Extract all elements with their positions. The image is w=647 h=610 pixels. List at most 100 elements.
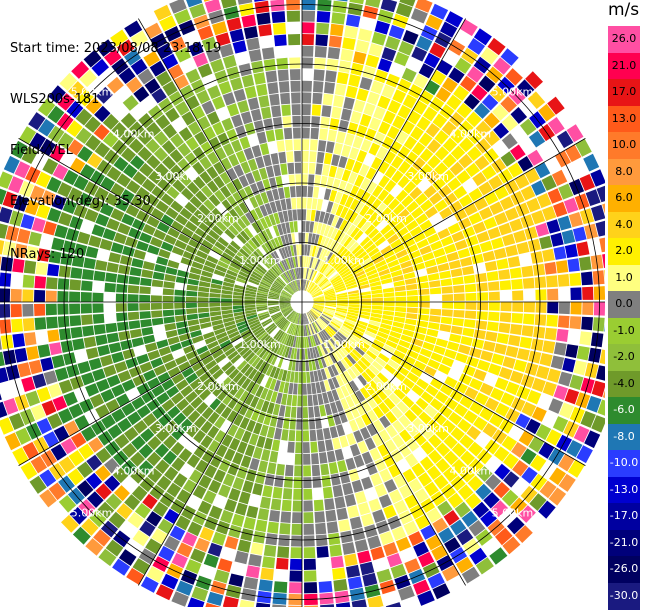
velocity-gate <box>302 151 309 162</box>
colorbar-tick-label: -4.0 <box>608 378 640 390</box>
velocity-gate <box>154 332 166 341</box>
velocity-gate <box>311 453 319 464</box>
velocity-gate <box>239 491 251 504</box>
velocity-gate <box>568 330 580 344</box>
velocity-gate <box>260 497 271 509</box>
velocity-gate <box>332 438 341 450</box>
velocity-gate <box>430 309 441 316</box>
velocity-gate <box>395 312 406 318</box>
velocity-gate <box>325 439 333 451</box>
elevation-text: Elevation(deg): 35.30 <box>10 193 221 210</box>
velocity-gate <box>509 219 523 232</box>
velocity-gate <box>277 546 289 558</box>
velocity-gate <box>284 477 293 488</box>
velocity-gate <box>361 477 373 490</box>
nrays-text: NRays: 120 <box>10 246 221 263</box>
velocity-gate <box>302 57 313 68</box>
velocity-gate <box>355 539 369 552</box>
velocity-gate <box>582 287 593 300</box>
velocity-gate <box>294 477 302 488</box>
velocity-gate <box>308 395 313 406</box>
velocity-gate <box>279 405 286 417</box>
velocity-gate <box>271 499 282 511</box>
velocity-gate <box>542 340 555 353</box>
velocity-gate <box>558 216 572 231</box>
velocity-gate <box>230 29 245 43</box>
velocity-gate <box>92 304 103 314</box>
velocity-gate <box>232 477 244 490</box>
velocity-gate <box>313 81 324 93</box>
velocity-gate <box>469 347 482 358</box>
colorbar-tick-label: 10.0 <box>608 139 640 151</box>
velocity-gate <box>93 282 105 292</box>
colorbar-tick-label: 13.0 <box>608 113 640 125</box>
velocity-gate <box>139 303 150 310</box>
velocity-gate <box>536 366 550 380</box>
velocity-gate <box>303 407 308 418</box>
velocity-gate <box>304 535 315 546</box>
velocity-gate <box>152 280 164 288</box>
velocity-gate <box>489 302 500 311</box>
velocity-gate <box>312 93 322 105</box>
velocity-gate <box>336 508 348 521</box>
velocity-gate <box>328 47 341 59</box>
velocity-gate <box>242 75 255 88</box>
velocity-gate <box>40 357 53 371</box>
velocity-gate <box>345 494 357 507</box>
velocity-gate <box>335 84 347 96</box>
velocity-gate <box>510 324 522 335</box>
velocity-gate <box>291 407 297 418</box>
velocity-gate <box>535 314 547 326</box>
colorbar-tick-label: 21.0 <box>608 60 640 72</box>
velocity-gate <box>22 289 33 302</box>
colorbar-tick-label: -13.0 <box>608 484 640 496</box>
velocity-gate <box>293 501 302 512</box>
velocity-gate <box>302 104 311 115</box>
velocity-gate <box>533 326 545 338</box>
velocity-gate <box>460 336 472 346</box>
velocity-gate <box>227 103 239 116</box>
velocity-gate <box>284 187 290 198</box>
velocity-gate <box>273 164 281 176</box>
velocity-gate <box>317 152 325 164</box>
velocity-gate <box>508 256 521 268</box>
velocity-gate <box>71 327 83 339</box>
velocity-gate <box>323 487 333 499</box>
velocity-gate <box>547 289 558 301</box>
velocity-gate <box>57 304 68 315</box>
velocity-gate <box>460 257 472 267</box>
velocity-gate <box>327 521 339 533</box>
velocity-gate <box>252 483 263 496</box>
velocity-gate <box>296 419 302 430</box>
velocity-gate <box>198 286 209 292</box>
velocity-gate <box>22 304 33 317</box>
velocity-gate <box>494 343 507 355</box>
velocity-gate <box>373 106 386 120</box>
velocity-gate <box>248 97 259 110</box>
velocity-gate <box>332 568 346 580</box>
velocity-gate <box>105 323 117 333</box>
velocity-gate <box>328 533 340 545</box>
velocity-gate <box>442 286 453 293</box>
velocity-gate <box>163 316 175 323</box>
velocity-gate <box>233 306 244 310</box>
velocity-gate <box>141 327 153 336</box>
velocity-gate <box>116 284 127 293</box>
velocity-gate <box>304 512 314 523</box>
velocity-gate <box>272 439 280 451</box>
velocity-gate <box>249 494 261 507</box>
velocity-gate <box>17 362 31 377</box>
range-ring-label: 5.00km <box>492 506 534 519</box>
velocity-gate <box>577 346 590 361</box>
velocity-gate <box>289 57 300 68</box>
velocity-gate <box>234 89 247 102</box>
velocity-gate <box>283 488 292 500</box>
velocity-gate <box>97 345 110 357</box>
velocity-gate <box>312 198 318 209</box>
velocity-gate <box>294 151 301 162</box>
velocity-gate <box>151 295 162 302</box>
velocity-gate <box>72 338 85 350</box>
velocity-gate <box>494 248 507 259</box>
velocity-gate <box>52 355 65 369</box>
